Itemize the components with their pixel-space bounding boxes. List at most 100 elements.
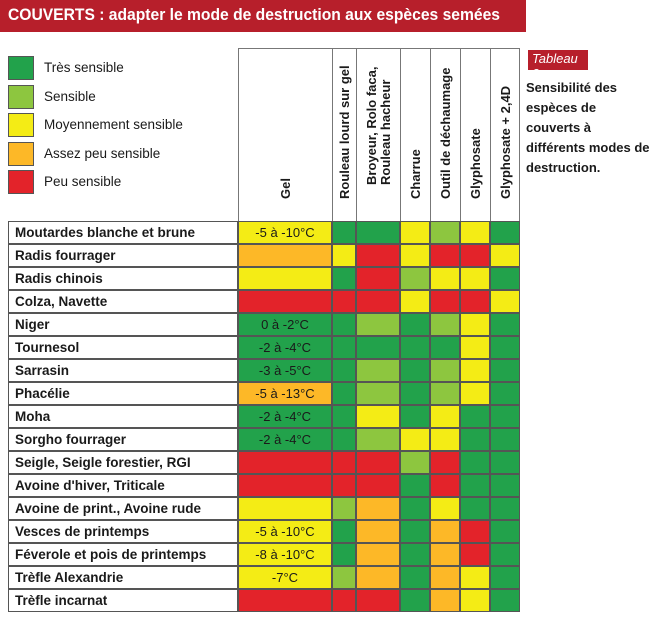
sensitivity-cell: [460, 497, 490, 520]
sensitivity-cell: [356, 382, 400, 405]
sensitivity-cell: [332, 474, 356, 497]
sensitivity-cell: [430, 520, 460, 543]
species-name: Seigle, Seigle forestier, RGI: [8, 451, 238, 474]
species-name: Radis fourrager: [8, 244, 238, 267]
legend-swatch: [8, 141, 34, 166]
sensitivity-cell: [332, 267, 356, 290]
page-title: COUVERTS : adapter le mode de destructio…: [8, 5, 500, 24]
sensitivity-cell: [332, 451, 356, 474]
table-row: Moutardes blanche et brune -5 à -10°C: [8, 221, 520, 244]
sensitivity-cell: [356, 405, 400, 428]
table-row: Trèfle incarnat: [8, 589, 520, 612]
species-name: Avoine de print., Avoine rude: [8, 497, 238, 520]
legend-swatch: [8, 170, 34, 194]
sensitivity-cell: [490, 336, 520, 359]
gel-cell: -3 à -5°C: [238, 359, 332, 382]
sensitivity-cell: [460, 405, 490, 428]
column-header: Outil de déchaumage: [430, 48, 460, 221]
sensitivity-cell: [490, 451, 520, 474]
gel-cell: -5 à -10°C: [238, 221, 332, 244]
sensitivity-cell: [460, 428, 490, 451]
sensitivity-cell: [332, 359, 356, 382]
sensitivity-cell: [400, 405, 430, 428]
legend-item: Peu sensible: [8, 170, 238, 194]
sensitivity-cell: [400, 359, 430, 382]
sensitivity-cell: [430, 336, 460, 359]
sensitivity-cell: [430, 589, 460, 612]
species-name: Tournesol: [8, 336, 238, 359]
gel-cell: 0 à -2°C: [238, 313, 332, 336]
sensitivity-cell: [430, 543, 460, 566]
sensitivity-cell: [400, 244, 430, 267]
column-header-label: Glyphosate + 2,4D: [497, 85, 513, 199]
table-row: Sorgho fourrager -2 à -4°C: [8, 428, 520, 451]
table-row: Féverole et pois de printemps -8 à -10°C: [8, 543, 520, 566]
table-number-tag: Tableau 3: [528, 50, 588, 81]
column-header: Broyeur, Rolo faca, Rouleau hacheur: [356, 48, 400, 221]
legend-label: Moyennement sensible: [44, 117, 183, 132]
species-name: Sorgho fourrager: [8, 428, 238, 451]
table-row: Vesces de printemps -5 à -10°C: [8, 520, 520, 543]
sensitivity-cell: [400, 290, 430, 313]
table-row: Radis fourrager: [8, 244, 520, 267]
table-row: Sarrasin -3 à -5°C: [8, 359, 520, 382]
sensitivity-cell: [332, 221, 356, 244]
sensitivity-cell: [490, 405, 520, 428]
column-header-frame: [238, 48, 520, 221]
gel-cell: -2 à -4°C: [238, 405, 332, 428]
sensitivity-cell: [430, 497, 460, 520]
sensitivity-cell: [490, 359, 520, 382]
sensitivity-cell: [332, 405, 356, 428]
sensitivity-cell: [430, 451, 460, 474]
sensitivity-cell: [356, 589, 400, 612]
sensitivity-cell: [460, 543, 490, 566]
sensitivity-cell: [332, 244, 356, 267]
sensitivity-cell: [490, 313, 520, 336]
table-row: Tournesol -2 à -4°C: [8, 336, 520, 359]
sensitivity-cell: [356, 543, 400, 566]
legend-item: Moyennement sensible: [8, 113, 238, 137]
sensitivity-cell: [356, 428, 400, 451]
species-name: Colza, Navette: [8, 290, 238, 313]
table-row: Niger 0 à -2°C: [8, 313, 520, 336]
species-name: Trèfle Alexandrie: [8, 566, 238, 589]
sensitivity-cell: [356, 336, 400, 359]
sensitivity-cell: [332, 290, 356, 313]
legend-item: Assez peu sensible: [8, 141, 238, 166]
legend-item: Sensible: [8, 84, 238, 109]
species-name: Phacélie: [8, 382, 238, 405]
sensitivity-cell: [400, 313, 430, 336]
gel-cell: -5 à -13°C: [238, 382, 332, 405]
sensitivity-cell: [356, 313, 400, 336]
sensitivity-cell: [460, 520, 490, 543]
gel-cell: [238, 267, 332, 290]
sensitivity-cell: [332, 313, 356, 336]
sensitivity-cell: [460, 221, 490, 244]
gel-cell: -2 à -4°C: [238, 336, 332, 359]
table-row: Trèfle Alexandrie -7°C: [8, 566, 520, 589]
sensitivity-cell: [490, 267, 520, 290]
table-row: Phacélie -5 à -13°C: [8, 382, 520, 405]
legend-label: Assez peu sensible: [44, 145, 161, 161]
species-name: Sarrasin: [8, 359, 238, 382]
sensitivity-cell: [490, 221, 520, 244]
sensitivity-cell: [400, 451, 430, 474]
sensitivity-cell: [460, 566, 490, 589]
column-header: Gel: [238, 48, 332, 221]
sensitivity-cell: [332, 543, 356, 566]
sensitivity-cell: [332, 382, 356, 405]
sensitivity-cell: [356, 474, 400, 497]
gel-cell: [238, 290, 332, 313]
sensitivity-cell: [400, 267, 430, 290]
sensitivity-cell: [332, 566, 356, 589]
sensitivity-cell: [490, 589, 520, 612]
sensitivity-cell: [332, 589, 356, 612]
legend-swatch: [8, 113, 34, 137]
column-header-label: Gel: [277, 178, 293, 199]
sensitivity-cell: [332, 497, 356, 520]
sensitivity-cell: [400, 589, 430, 612]
sensitivity-cell: [356, 267, 400, 290]
column-header-label: Outil de déchaumage: [437, 67, 453, 199]
sensitivity-cell: [430, 566, 460, 589]
sensitivity-cell: [430, 382, 460, 405]
